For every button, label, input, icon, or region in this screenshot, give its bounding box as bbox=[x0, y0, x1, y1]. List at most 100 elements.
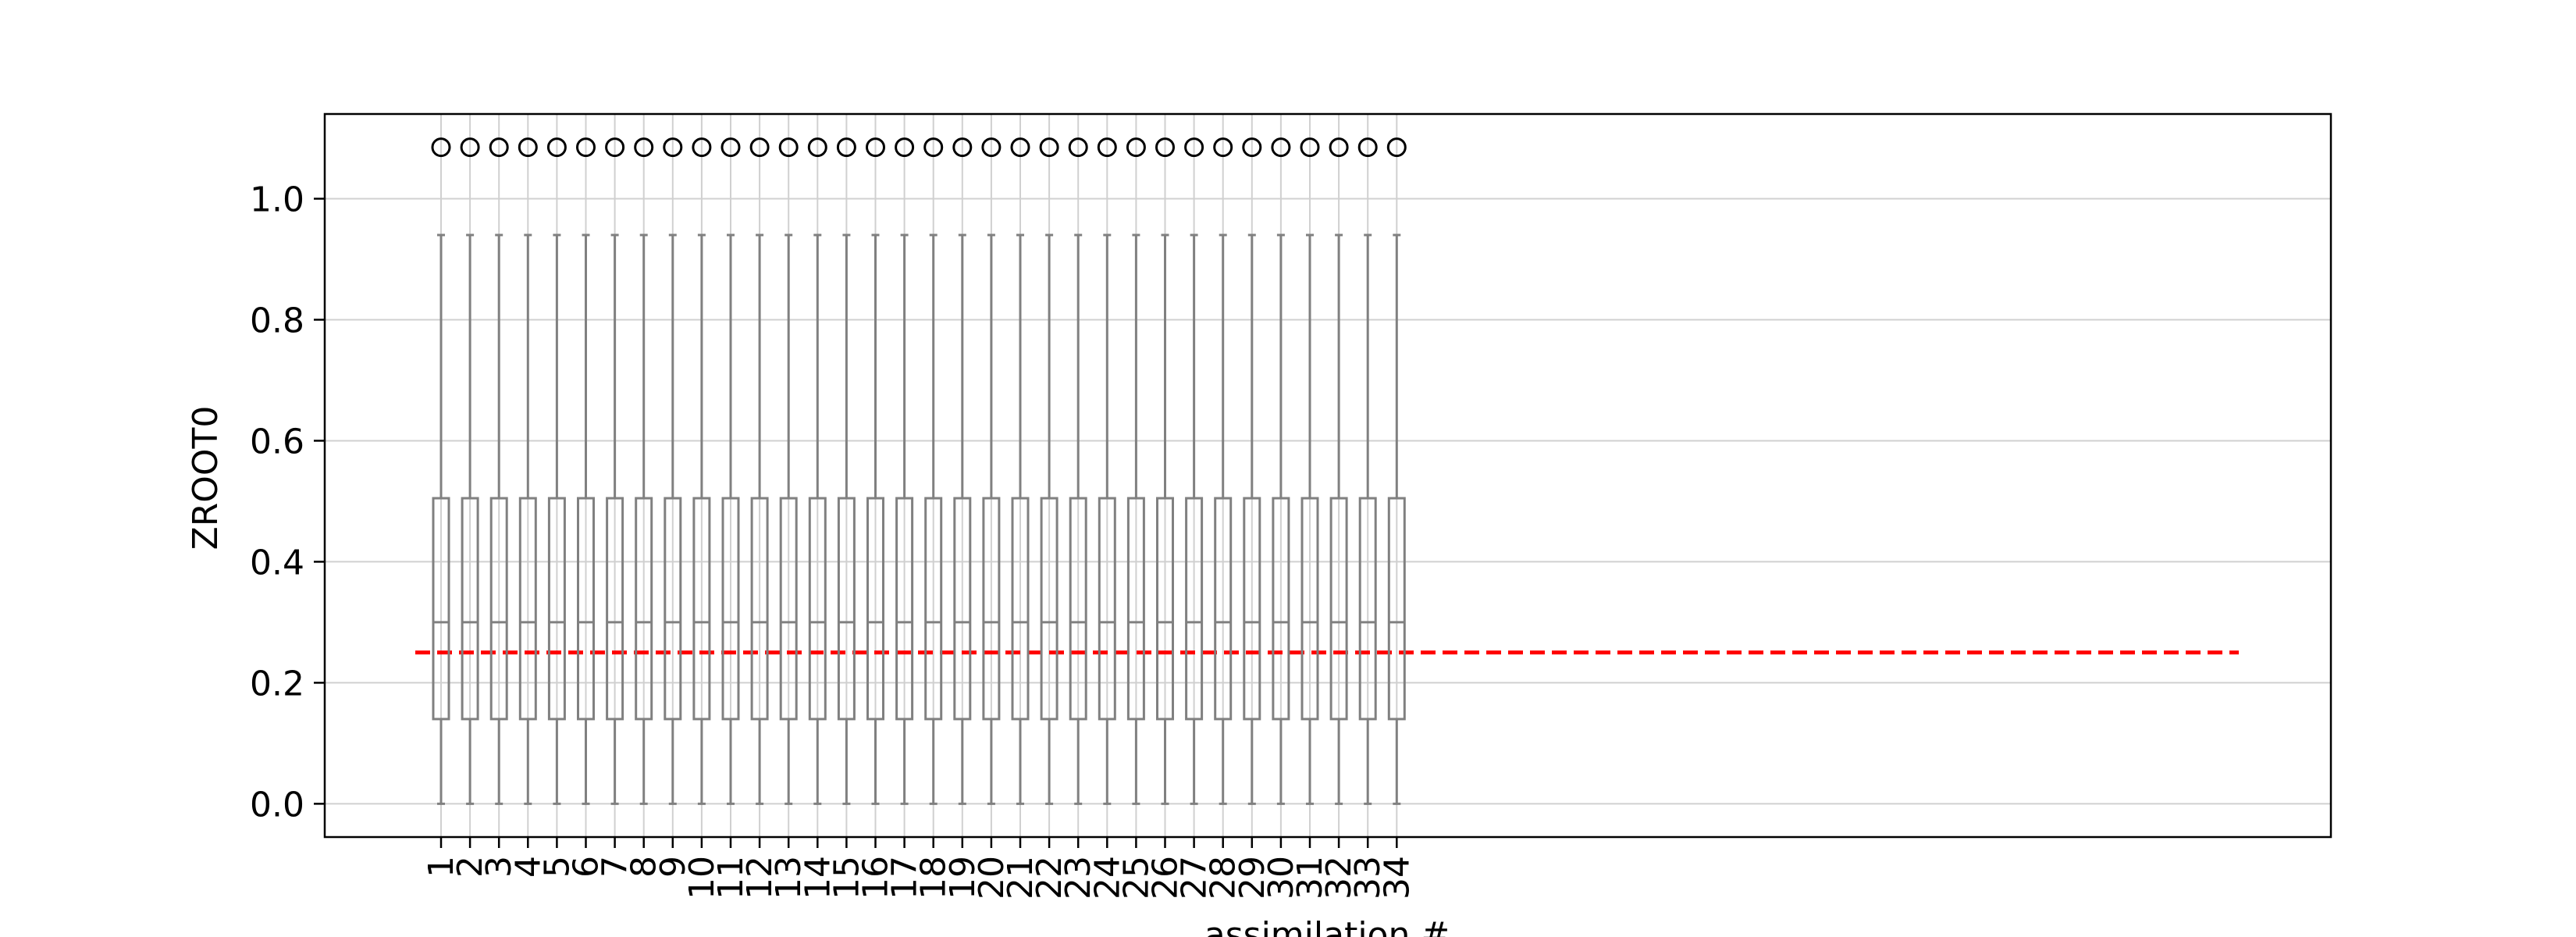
box-iqr bbox=[866, 497, 884, 721]
boxes-layer bbox=[431, 137, 1407, 805]
y-axis-ticks: 0.0 0.2 0.4 0.6 0.8 1.0 bbox=[250, 180, 325, 825]
outlier-point bbox=[866, 137, 885, 158]
x-tick-label: 4 bbox=[508, 856, 548, 878]
box-iqr bbox=[489, 497, 508, 721]
x-tick-label: 34 bbox=[1377, 856, 1417, 900]
box-iqr bbox=[1098, 497, 1116, 721]
x-tick-label: 22 bbox=[1030, 856, 1069, 900]
outlier-point bbox=[1329, 137, 1349, 158]
outlier-point bbox=[1213, 137, 1233, 158]
box-iqr bbox=[1272, 497, 1290, 721]
box-iqr bbox=[1069, 497, 1087, 721]
box-iqr bbox=[721, 497, 740, 721]
outlier-point bbox=[923, 137, 944, 158]
x-tick-label: 11 bbox=[711, 856, 751, 900]
box-iqr bbox=[1243, 497, 1261, 721]
outlier-point bbox=[663, 137, 683, 158]
x-tick-label: 27 bbox=[1175, 856, 1215, 900]
outlier-point bbox=[1097, 137, 1117, 158]
outlier-point bbox=[836, 137, 856, 158]
outlier-point bbox=[692, 137, 712, 158]
box-iqr bbox=[547, 497, 566, 721]
x-tick-label: 6 bbox=[567, 856, 607, 878]
box-iqr bbox=[1156, 497, 1174, 721]
x-tick-label: 14 bbox=[798, 856, 838, 900]
box-iqr bbox=[1358, 497, 1377, 721]
x-tick-label: 16 bbox=[856, 856, 896, 900]
outlier-point bbox=[1184, 137, 1204, 158]
x-tick-label: 29 bbox=[1233, 856, 1272, 900]
outlier-point bbox=[1126, 137, 1146, 158]
box-iqr bbox=[837, 497, 856, 721]
outlier-point bbox=[546, 137, 567, 158]
outlier-point bbox=[576, 137, 596, 158]
outlier-point bbox=[431, 137, 451, 158]
outlier-point bbox=[518, 137, 538, 158]
x-tick-label: 1 bbox=[422, 856, 461, 878]
x-tick-label: 21 bbox=[1001, 856, 1041, 900]
box-iqr bbox=[1214, 497, 1233, 721]
x-tick-label: 17 bbox=[885, 856, 925, 900]
box-iqr bbox=[1329, 497, 1348, 721]
plot-area-frame bbox=[323, 112, 2332, 839]
box-iqr bbox=[1387, 497, 1406, 721]
box-iqr bbox=[1300, 497, 1319, 721]
outlier-point bbox=[634, 137, 654, 158]
y-tick-label: 0.0 bbox=[250, 785, 304, 825]
x-tick-label: 12 bbox=[740, 856, 780, 900]
box-iqr bbox=[808, 497, 827, 721]
outlier-point bbox=[778, 137, 799, 158]
outlier-point bbox=[749, 137, 770, 158]
outlier-point bbox=[1386, 137, 1407, 158]
box-iqr bbox=[606, 497, 624, 721]
box-iqr bbox=[664, 497, 682, 721]
y-tick-label: 0.8 bbox=[250, 301, 304, 340]
box-iqr bbox=[982, 497, 1001, 721]
box-iqr bbox=[750, 497, 769, 721]
x-tick-label: 33 bbox=[1348, 856, 1388, 900]
box-iqr bbox=[1126, 497, 1145, 721]
outlier-point bbox=[1242, 137, 1262, 158]
outlier-point bbox=[460, 137, 480, 158]
box-iqr bbox=[779, 497, 798, 721]
y-tick-label: 1.0 bbox=[250, 180, 304, 219]
x-tick-label: 3 bbox=[479, 856, 519, 878]
box-iqr bbox=[1011, 497, 1030, 721]
x-axis-ticks: 1234567891011121314151617181920212223242… bbox=[422, 837, 1417, 900]
x-tick-label: 10 bbox=[682, 856, 722, 900]
outlier-point bbox=[605, 137, 625, 158]
outlier-point bbox=[1039, 137, 1059, 158]
box-iqr bbox=[692, 497, 711, 721]
x-tick-label: 18 bbox=[914, 856, 954, 900]
box-iqr bbox=[1040, 497, 1059, 721]
outlier-point bbox=[720, 137, 741, 158]
outlier-point bbox=[1300, 137, 1320, 158]
x-tick-label: 5 bbox=[537, 856, 577, 878]
box-iqr bbox=[635, 497, 653, 721]
y-tick-label: 0.2 bbox=[250, 664, 304, 704]
outlier-point bbox=[1010, 137, 1030, 158]
box-iqr bbox=[461, 497, 479, 721]
x-tick-label: 30 bbox=[1261, 856, 1301, 900]
x-tick-label: 9 bbox=[653, 856, 693, 878]
x-tick-label: 7 bbox=[596, 856, 635, 878]
x-tick-label: 28 bbox=[1204, 856, 1244, 900]
outlier-point bbox=[1155, 137, 1175, 158]
outlier-point bbox=[952, 137, 973, 158]
outlier-point bbox=[807, 137, 827, 158]
x-tick-label: 25 bbox=[1116, 856, 1156, 900]
y-axis-label: ZROOT0 bbox=[186, 406, 226, 550]
x-tick-label: 20 bbox=[972, 856, 1012, 900]
y-tick-label: 0.6 bbox=[250, 422, 304, 461]
outlier-point bbox=[895, 137, 915, 158]
x-tick-label: 26 bbox=[1146, 856, 1186, 900]
x-tick-label: 19 bbox=[943, 856, 983, 900]
box-iqr bbox=[518, 497, 537, 721]
x-tick-label: 15 bbox=[827, 856, 866, 900]
x-tick-label: 23 bbox=[1059, 856, 1098, 900]
outlier-point bbox=[1068, 137, 1088, 158]
x-tick-label: 31 bbox=[1290, 856, 1330, 900]
x-tick-label: 13 bbox=[769, 856, 809, 900]
outlier-point bbox=[489, 137, 509, 158]
